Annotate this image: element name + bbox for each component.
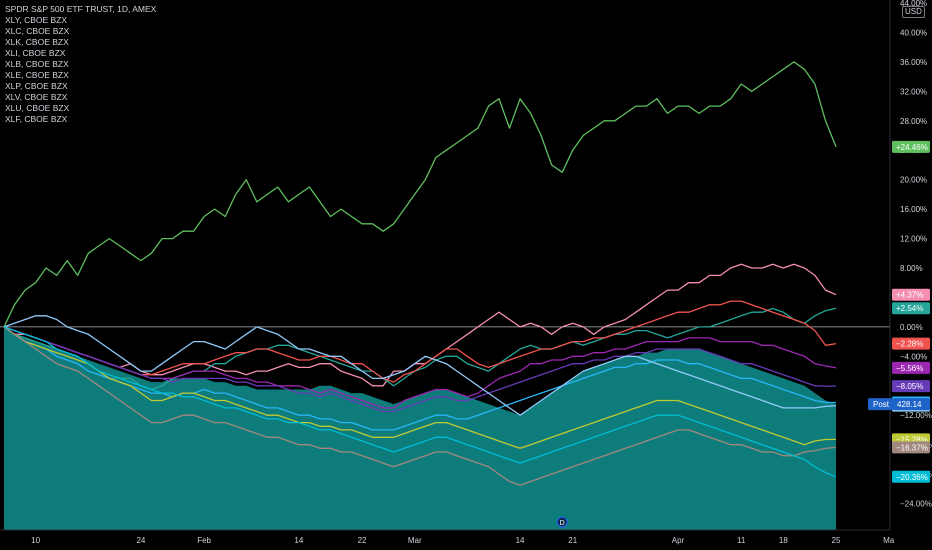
y-tick-label: 28.00% xyxy=(900,117,927,126)
y-tick-label: 8.00% xyxy=(900,264,923,273)
y-tick-label: 16.00% xyxy=(900,205,927,214)
last-value-label-0: +24.46% xyxy=(896,143,928,152)
x-tick-label: Apr xyxy=(672,536,685,545)
y-tick-label: −4.00% xyxy=(900,352,927,361)
time-axis[interactable]: 10 24 Feb 14 22 Mar 14 21 Apr 11 18 25 Ma D xyxy=(0,516,932,550)
y-tick-label: 0.00% xyxy=(900,323,923,332)
x-tick-label: Ma xyxy=(883,536,895,545)
last-value-badge-0 xyxy=(892,140,930,153)
y-tick-label: 32.00% xyxy=(900,87,927,96)
last-value-label-8: −15.28% xyxy=(896,435,928,444)
dividend-marker-label: D xyxy=(560,520,565,527)
post-label: Post xyxy=(873,400,890,409)
legend: SPDR S&P 500 ETF TRUST, 1D, AMEX XLY, CB… xyxy=(5,4,156,125)
y-tick-label: 44.00% xyxy=(900,0,927,8)
last-value-label-2: +2.54% xyxy=(896,304,923,313)
x-tick-label: 25 xyxy=(832,536,841,545)
last-value-badge-2 xyxy=(892,302,930,315)
last-value-badge-10 xyxy=(892,470,930,483)
last-value-labels: +24.46%+4.37%+2.54%−2.28%−5.56%−8.05%−10… xyxy=(868,140,930,483)
x-tick-label: 22 xyxy=(358,536,367,545)
legend-symbol-xlp[interactable]: XLP, CBOE BZX xyxy=(5,81,68,91)
legend-symbol-xlc[interactable]: XLC, CBOE BZX xyxy=(5,26,70,36)
legend-symbol-xlf[interactable]: XLF, CBOE BZX xyxy=(5,114,68,124)
post-value-badge xyxy=(892,398,930,411)
last-value-badge-5 xyxy=(892,380,930,393)
last-value-badge-1 xyxy=(892,288,930,301)
series-line-7 xyxy=(3,315,837,416)
x-tick-label: 18 xyxy=(779,536,788,545)
y-tick-label: 40.00% xyxy=(900,28,927,37)
x-tick-label: 10 xyxy=(31,536,40,545)
legend-main-symbol[interactable]: SPDR S&P 500 ETF TRUST, 1D, AMEX xyxy=(5,4,157,14)
x-tick-label: Mar xyxy=(408,536,422,545)
dividend-marker-icon xyxy=(556,516,568,528)
x-tick-label: 14 xyxy=(516,536,525,545)
last-value-badge-3 xyxy=(892,337,930,350)
series-line-0 xyxy=(3,61,837,328)
legend-symbol-xly[interactable]: XLY, CBOE BZX xyxy=(5,15,68,25)
post-badge xyxy=(868,398,892,411)
y-tick-label: 20.00% xyxy=(900,176,927,185)
x-tick-label: 21 xyxy=(568,536,577,545)
series-line-9 xyxy=(3,326,837,486)
legend-symbol-xlu[interactable]: XLU, CBOE BZX xyxy=(5,103,70,113)
plot-area xyxy=(0,61,890,530)
last-value-label-1: +4.37% xyxy=(896,291,923,300)
last-value-label-3: −2.28% xyxy=(896,340,923,349)
currency-badge[interactable]: USD xyxy=(902,6,925,18)
legend-symbol-xlb[interactable]: XLB, CBOE BZX xyxy=(5,59,69,69)
last-value-label-5: −8.05% xyxy=(896,382,923,391)
series-line-6 xyxy=(3,326,836,431)
legend-symbol-xlv[interactable]: XLV, CBOE BZX xyxy=(5,92,68,102)
series-line-5 xyxy=(3,326,836,413)
last-value-label-4: −5.56% xyxy=(896,364,923,373)
x-tick-label: 11 xyxy=(737,536,746,545)
series-line-10 xyxy=(3,326,837,478)
x-tick-label: Feb xyxy=(197,536,211,545)
post-value: 428.14 xyxy=(897,400,922,409)
last-value-badge-4 xyxy=(892,361,930,374)
legend-symbol-xle[interactable]: XLE, CBOE BZX xyxy=(5,70,69,80)
x-tick-label: 24 xyxy=(136,536,145,545)
time-axis-background xyxy=(0,530,932,550)
y-tick-label: −12.00% xyxy=(900,411,932,420)
y-tick-label: 36.00% xyxy=(900,58,927,67)
series-line-8 xyxy=(3,326,837,449)
x-tick-label: 14 xyxy=(294,536,303,545)
y-tick-label: 12.00% xyxy=(900,235,927,244)
legend-symbol-xli[interactable]: XLI, CBOE BZX xyxy=(5,48,66,58)
y-tick-label: −24.00% xyxy=(900,500,932,509)
legend-symbol-xlk[interactable]: XLK, CBOE BZX xyxy=(5,37,69,47)
last-value-label-10: −20.36% xyxy=(896,473,928,482)
last-value-badge-9 xyxy=(892,441,930,454)
last-value-label-9: −16.37% xyxy=(896,443,928,452)
